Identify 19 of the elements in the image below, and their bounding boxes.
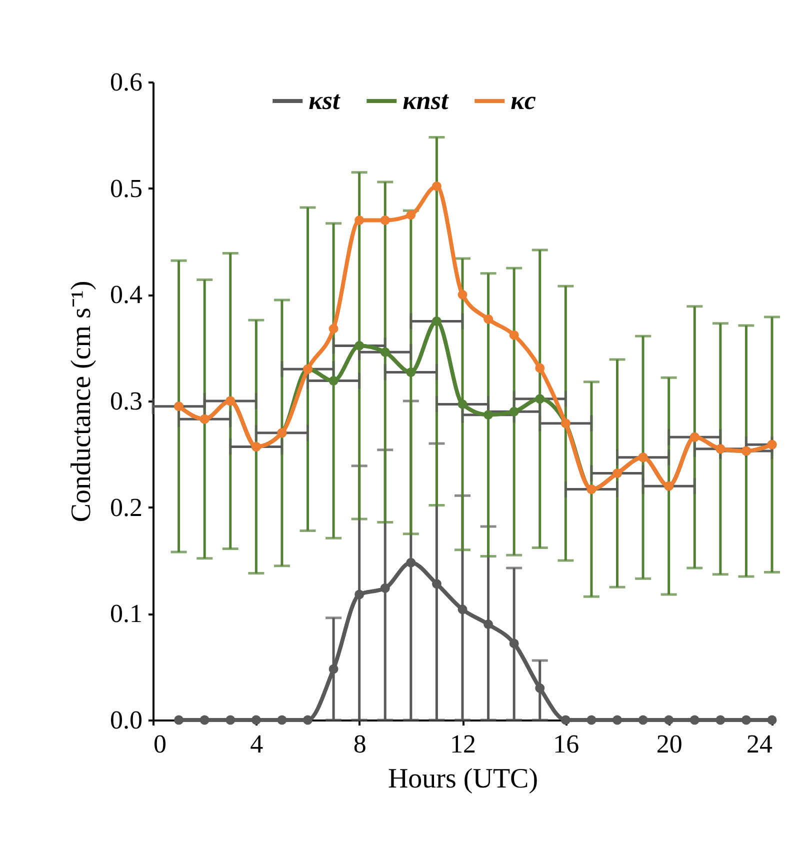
x-axis-title: Hours (UTC) bbox=[388, 764, 538, 794]
legend-label: κnst bbox=[402, 86, 449, 115]
x-tick-label: 8 bbox=[353, 730, 366, 758]
y-tick-label: 0.3 bbox=[110, 386, 142, 416]
y-tick-label: 0.1 bbox=[110, 599, 142, 628]
x-tick-label: 24 bbox=[746, 730, 772, 758]
x-tick-label: 4 bbox=[250, 730, 264, 758]
x-tick-label: 12 bbox=[450, 730, 476, 758]
y-axis-title: Conductance (cm s⁻¹) bbox=[66, 280, 97, 522]
y-tick-label: 0.6 bbox=[110, 68, 142, 96]
y-tick-label: 0.5 bbox=[110, 174, 142, 203]
x-tick-label: 0 bbox=[154, 730, 166, 758]
x-tick-label: 20 bbox=[656, 730, 682, 758]
legend-label: κc bbox=[510, 86, 536, 115]
y-tick-label: 0.4 bbox=[110, 280, 142, 310]
legend-label: κst bbox=[308, 86, 341, 115]
y-tick-label: 0.2 bbox=[110, 492, 142, 522]
y-tick-label: 0.0 bbox=[110, 706, 142, 734]
x-tick-label: 16 bbox=[553, 730, 580, 758]
